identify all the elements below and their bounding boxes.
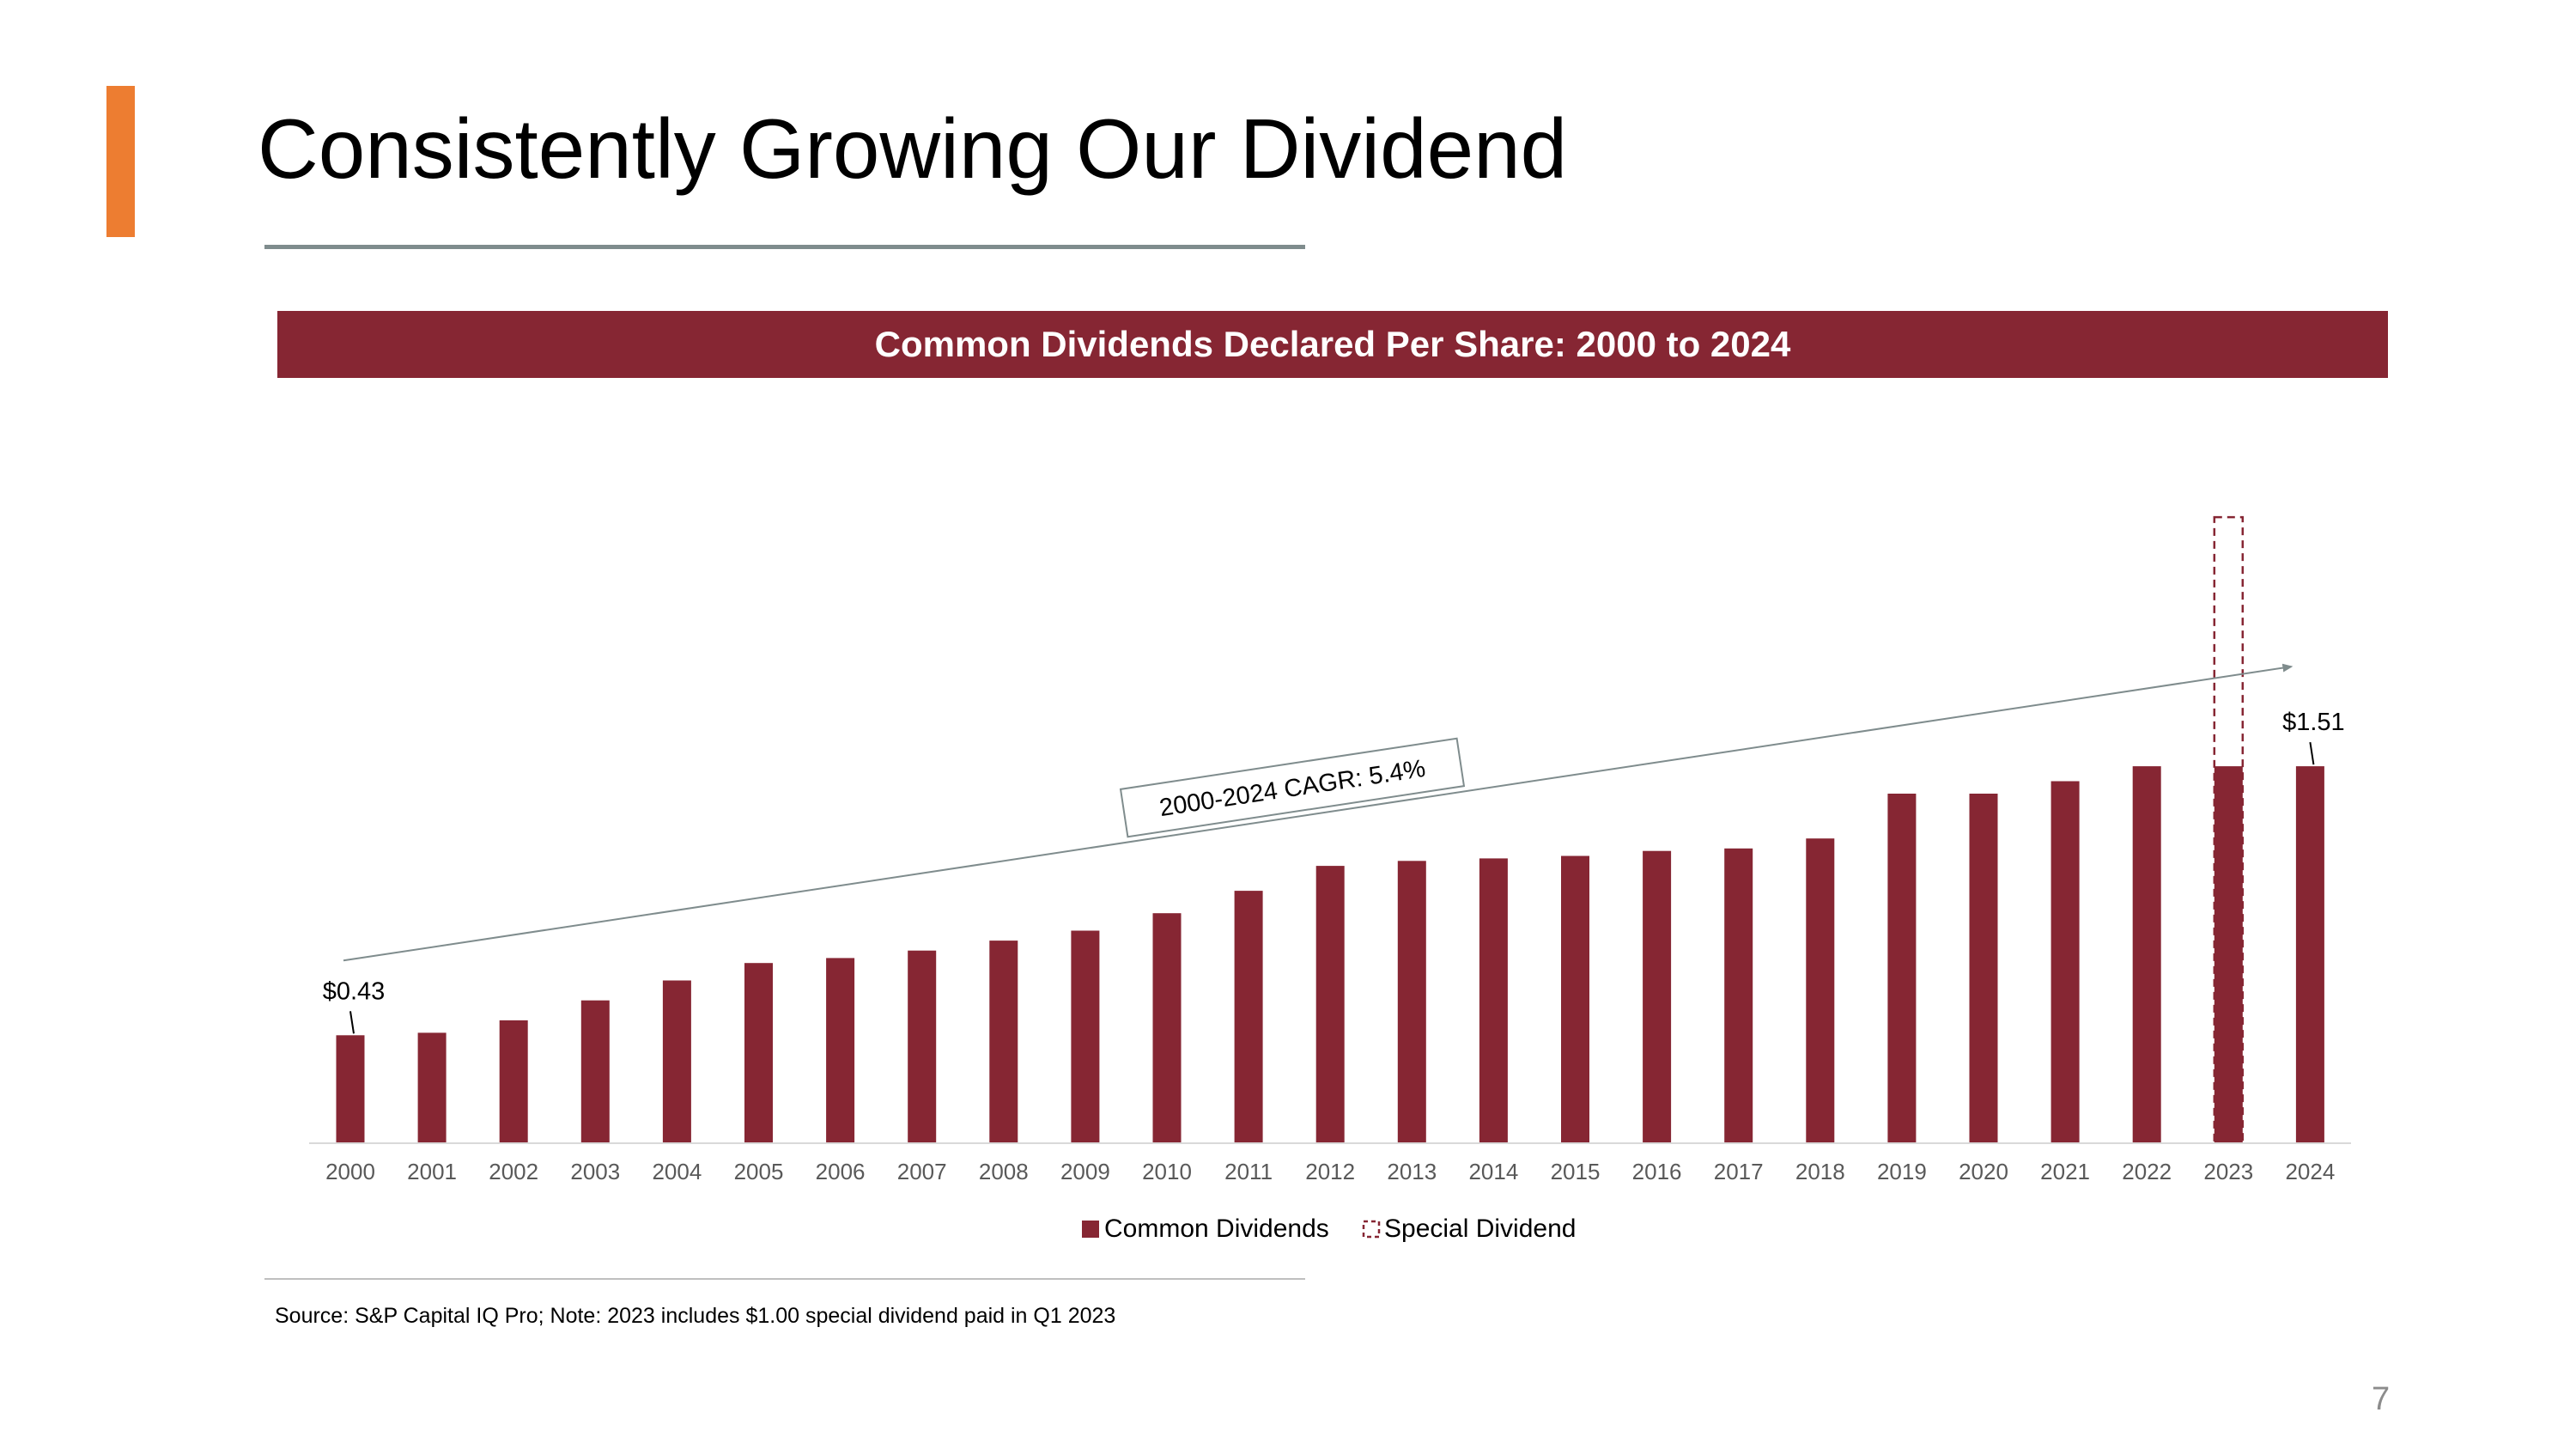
bar-2011 [1234, 891, 1263, 1142]
title-accent-bar [106, 86, 135, 237]
bar-2008 [989, 941, 1018, 1142]
x-tick-label: 2006 [816, 1159, 866, 1184]
bar-2002 [499, 1020, 528, 1142]
x-tick-label: 2015 [1551, 1159, 1601, 1184]
x-tick-label: 2011 [1224, 1159, 1273, 1184]
legend-label-common: Common Dividends [1104, 1215, 1329, 1243]
x-tick-label: 2016 [1632, 1159, 1682, 1184]
data-label-leader [349, 1011, 355, 1034]
x-tick-label: 2018 [1795, 1159, 1845, 1184]
x-tick-label: 2003 [570, 1159, 620, 1184]
x-tick-label: 2008 [979, 1159, 1029, 1184]
x-tick-label: 2004 [652, 1159, 702, 1184]
bar-2023 [2214, 766, 2243, 1142]
cagr-callout: 2000-2024 CAGR: 5.4% [1119, 737, 1466, 838]
bar-2000 [336, 1035, 365, 1142]
x-tick-label: 2021 [2040, 1159, 2090, 1184]
bar-2003 [580, 1000, 610, 1142]
x-tick-label: 2022 [2122, 1159, 2172, 1184]
title-divider [264, 245, 1305, 249]
x-tick-label: 2005 [734, 1159, 784, 1184]
bar-2014 [1479, 858, 1508, 1142]
bar-2010 [1152, 913, 1182, 1142]
x-tick-label: 2002 [489, 1159, 538, 1184]
x-tick-label: 2007 [897, 1159, 947, 1184]
x-tick-label: 2014 [1468, 1159, 1518, 1184]
cagr-callout-box [1119, 737, 1466, 838]
bar-2006 [826, 958, 855, 1142]
legend-swatch-common [1082, 1221, 1099, 1238]
x-tick-label: 2013 [1387, 1159, 1437, 1184]
data-label-2000: $0.43 [323, 977, 386, 1005]
bar-2005 [744, 963, 773, 1142]
cagr-trend-arrow [343, 663, 2293, 962]
x-tick-label: 2001 [407, 1159, 457, 1184]
bar-2013 [1397, 861, 1426, 1142]
page-title: Consistently Growing Our Dividend [258, 101, 1568, 196]
bar-2024 [2295, 766, 2324, 1142]
x-tick-label: 2012 [1305, 1159, 1355, 1184]
bar-2018 [1806, 838, 1835, 1142]
legend-swatch-special [1362, 1220, 1381, 1239]
bar-2017 [1724, 848, 1753, 1142]
x-tick-label: 2009 [1060, 1159, 1110, 1184]
bar-2009 [1071, 930, 1100, 1142]
bar-2022 [2132, 766, 2161, 1142]
legend-label-special: Special Dividend [1384, 1215, 1576, 1243]
x-tick-label: 2017 [1714, 1159, 1764, 1184]
bar-2020 [1969, 794, 1998, 1142]
special-dividend-bar-2023 [2213, 515, 2245, 1144]
data-label-2024: $1.51 [2282, 709, 2345, 736]
x-tick-label: 2000 [325, 1159, 375, 1184]
bar-2021 [2050, 781, 2080, 1142]
footer-divider [264, 1278, 1305, 1280]
bar-2004 [662, 980, 691, 1142]
bar-2007 [908, 950, 937, 1142]
x-tick-label: 2010 [1142, 1159, 1192, 1184]
x-tick-label: 2023 [2203, 1159, 2253, 1184]
x-tick-label: 2019 [1877, 1159, 1927, 1184]
bar-2001 [417, 1032, 447, 1142]
page-number: 7 [2372, 1381, 2391, 1417]
bar-2016 [1643, 850, 1672, 1142]
x-tick-label: 2020 [1959, 1159, 2008, 1184]
chart-title: Common Dividends Declared Per Share: 200… [277, 311, 2388, 378]
data-label-leader [2309, 741, 2315, 765]
bar-2019 [1887, 794, 1917, 1142]
source-note: Source: S&P Capital IQ Pro; Note: 2023 i… [275, 1304, 1116, 1328]
bar-2015 [1561, 855, 1589, 1142]
x-tick-label: 2024 [2285, 1159, 2335, 1184]
bar-2012 [1315, 866, 1345, 1142]
